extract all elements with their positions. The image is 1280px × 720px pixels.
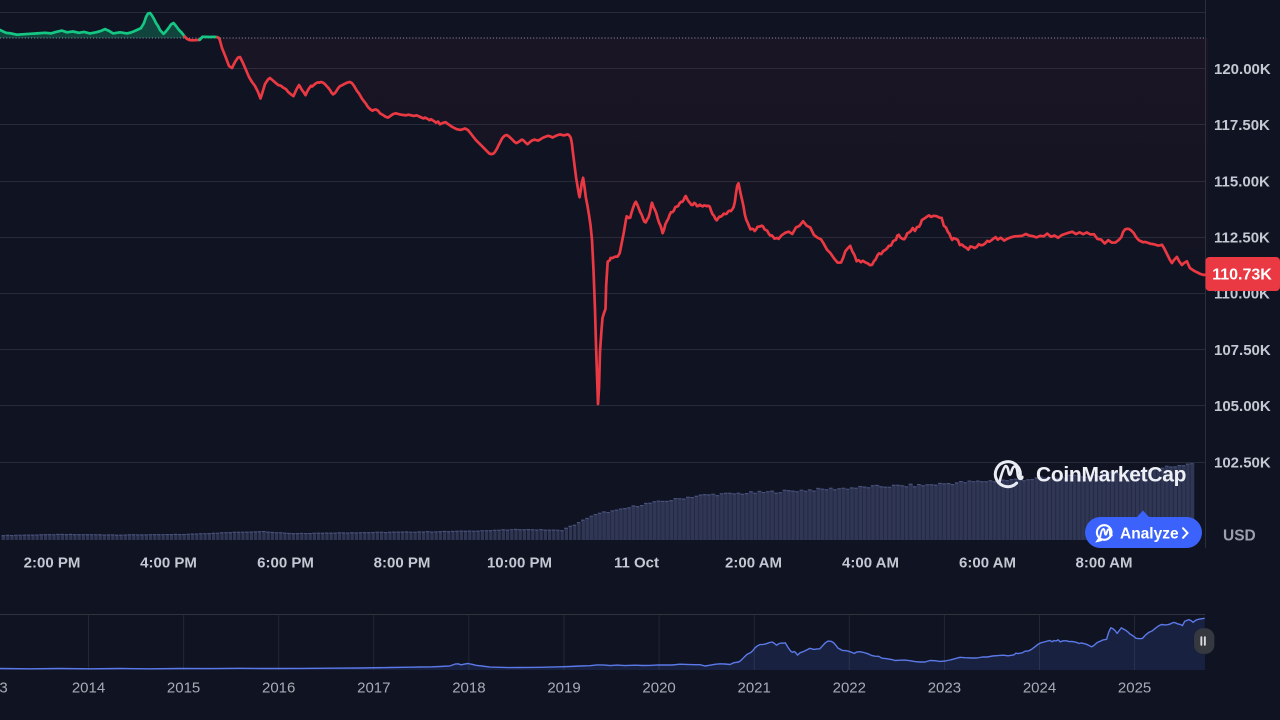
svg-text:8:00 AM: 8:00 AM xyxy=(1076,555,1133,572)
svg-text:USD: USD xyxy=(1223,528,1256,545)
svg-text:2019: 2019 xyxy=(547,680,580,697)
svg-text:6:00 PM: 6:00 PM xyxy=(257,555,314,572)
svg-text:10:00 PM: 10:00 PM xyxy=(487,555,552,572)
svg-text:4:00 AM: 4:00 AM xyxy=(842,555,899,572)
svg-text:102.50K: 102.50K xyxy=(1214,454,1271,471)
svg-text:2018: 2018 xyxy=(452,680,485,697)
svg-text:2016: 2016 xyxy=(262,680,295,697)
svg-text:8:00 PM: 8:00 PM xyxy=(374,555,431,572)
svg-text:2013: 2013 xyxy=(0,680,8,697)
svg-text:107.50K: 107.50K xyxy=(1214,342,1271,359)
svg-text:2020: 2020 xyxy=(642,680,675,697)
svg-text:CoinMarketCap: CoinMarketCap xyxy=(1036,464,1186,487)
svg-text:2017: 2017 xyxy=(357,680,390,697)
svg-text:11 Oct: 11 Oct xyxy=(614,555,659,572)
svg-text:2:00 AM: 2:00 AM xyxy=(725,555,782,572)
svg-text:117.50K: 117.50K xyxy=(1214,117,1270,134)
svg-text:120.00K: 120.00K xyxy=(1214,61,1271,78)
svg-text:2022: 2022 xyxy=(833,680,866,697)
svg-text:2023: 2023 xyxy=(928,680,961,697)
svg-text:2024: 2024 xyxy=(1023,680,1056,697)
svg-text:115.00K: 115.00K xyxy=(1214,173,1270,190)
svg-text:4:00 PM: 4:00 PM xyxy=(140,555,197,572)
svg-text:2015: 2015 xyxy=(167,680,200,697)
svg-text:6:00 AM: 6:00 AM xyxy=(959,555,1016,572)
svg-text:Analyze: Analyze xyxy=(1120,525,1179,542)
svg-text:105.00K: 105.00K xyxy=(1214,398,1271,415)
svg-text:2014: 2014 xyxy=(72,680,105,697)
svg-text:2025: 2025 xyxy=(1118,680,1151,697)
svg-text:2021: 2021 xyxy=(738,680,771,697)
svg-text:112.50K: 112.50K xyxy=(1214,230,1270,247)
svg-text:110.73K: 110.73K xyxy=(1212,267,1272,284)
svg-text:2:00 PM: 2:00 PM xyxy=(24,555,81,572)
